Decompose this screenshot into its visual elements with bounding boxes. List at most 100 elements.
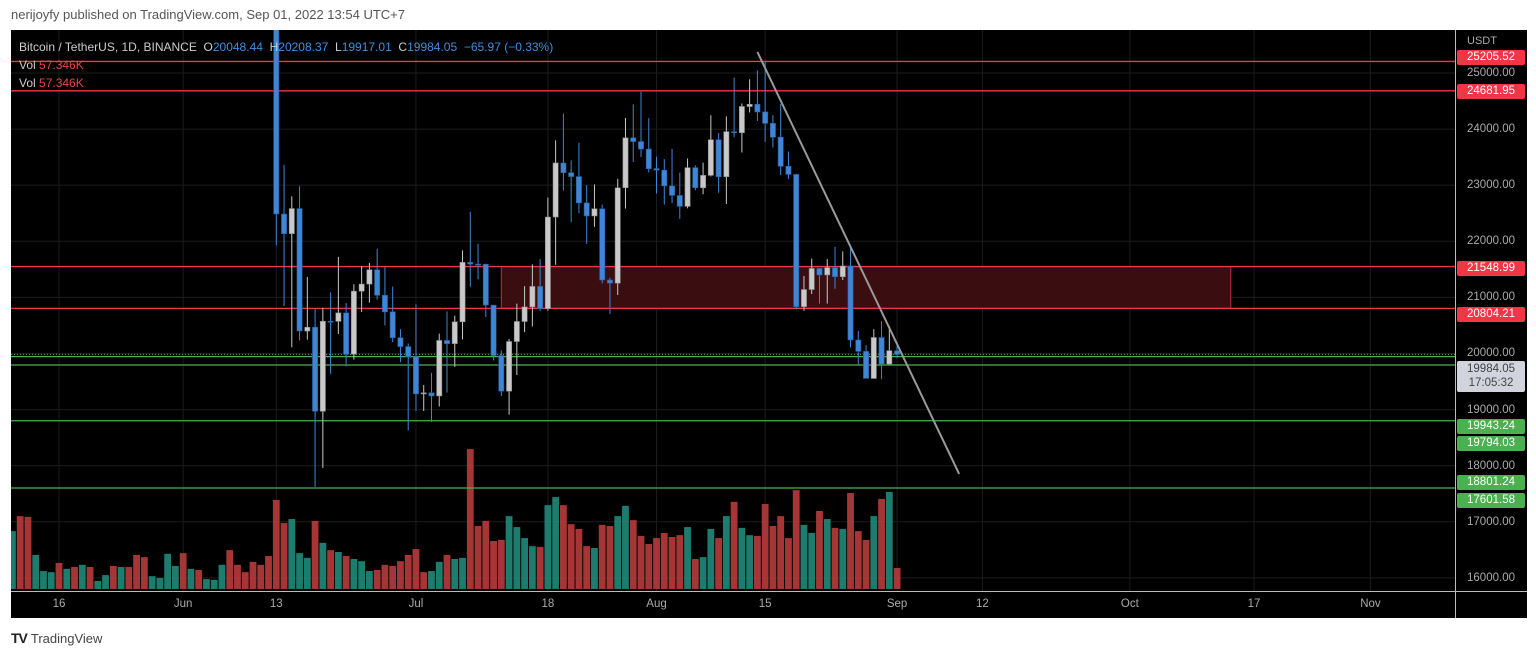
- volume-bar: [210, 579, 218, 589]
- candle-body: [878, 337, 885, 365]
- candle-body: [304, 326, 311, 332]
- time-tick-label: Jul: [408, 598, 424, 610]
- candle-body: [459, 262, 466, 323]
- volume-bar: [389, 565, 397, 589]
- level-label: 20804.21: [1457, 307, 1525, 322]
- price-chart[interactable]: [11, 30, 1527, 618]
- volume-bar: [668, 536, 676, 589]
- volume-bar: [528, 546, 536, 589]
- volume-bar: [109, 565, 117, 589]
- trend-line: [756, 51, 961, 475]
- level-label: 24681.95: [1457, 84, 1525, 99]
- candle-body: [770, 123, 776, 138]
- volume-bar: [397, 561, 404, 589]
- volume-bar: [746, 535, 754, 589]
- candle-body: [420, 392, 427, 395]
- volume-bar: [823, 519, 831, 589]
- candle-body: [382, 294, 388, 313]
- time-tick-label: 16: [52, 598, 66, 610]
- candle-body: [824, 267, 831, 276]
- change-value: −65.97 (−0.33%): [463, 40, 554, 54]
- candle-body: [358, 283, 365, 292]
- volume-bar: [761, 504, 769, 589]
- volume-legend-row[interactable]: Vol 57.346K: [19, 56, 553, 74]
- candle-body: [312, 326, 318, 412]
- volume-bar: [730, 501, 738, 589]
- volume-bar: [482, 520, 490, 589]
- volume-bar: [249, 561, 257, 589]
- volume-bar: [55, 562, 63, 589]
- volume-bar: [350, 558, 358, 589]
- time-tick-label: 18: [541, 598, 555, 610]
- candle-body: [731, 131, 738, 134]
- candle-body: [568, 172, 575, 177]
- low-value: 19917.01: [341, 40, 392, 54]
- chart-frame[interactable]: Bitcoin / TetherUS, 1D, BINANCE O20048.4…: [11, 30, 1527, 618]
- candle-body: [506, 341, 512, 392]
- volume-legend-row-2[interactable]: Vol 57.346K: [19, 74, 553, 92]
- resistance-zone: [500, 266, 1232, 309]
- volume-bar: [544, 505, 552, 589]
- volume-bar: [645, 543, 653, 589]
- volume-bar: [769, 525, 777, 589]
- volume-bar: [490, 541, 497, 589]
- candle-body: [801, 289, 807, 307]
- volume-bar: [78, 564, 86, 589]
- volume-bar: [676, 535, 684, 589]
- time-tick-label: 15: [758, 598, 772, 610]
- volume-bar: [443, 554, 451, 589]
- price-tick-label: 25000.00: [1467, 66, 1515, 79]
- candle-body: [762, 111, 769, 124]
- candle-body: [886, 350, 893, 365]
- volume-bar: [715, 538, 722, 589]
- volume-bar: [218, 564, 226, 589]
- candle-body: [661, 169, 668, 187]
- chart-legend: Bitcoin / TetherUS, 1D, BINANCE O20048.4…: [19, 38, 553, 92]
- tradingview-logo[interactable]: TV TradingView: [11, 630, 102, 646]
- volume-bar: [754, 535, 761, 589]
- volume-bar: [451, 558, 459, 589]
- candle-body: [327, 320, 334, 323]
- candle-body: [389, 311, 396, 339]
- candle-body: [738, 106, 745, 134]
- volume-bar: [86, 567, 94, 589]
- volume-bar: [839, 528, 847, 589]
- level-label: 25205.52: [1457, 50, 1525, 65]
- brand-name: TradingView: [30, 630, 103, 646]
- volume-bar: [552, 497, 560, 589]
- volume-bar: [521, 538, 528, 589]
- candle-body: [281, 213, 287, 234]
- volume-bar: [598, 524, 606, 589]
- volume-bar: [653, 538, 660, 589]
- volume-bar: [583, 546, 591, 589]
- volume-label: Vol: [19, 58, 36, 72]
- volume-bar: [629, 520, 637, 589]
- candle-body: [700, 175, 706, 189]
- volume-bar: [847, 493, 854, 589]
- price-tick-label: 23000.00: [1467, 179, 1515, 192]
- volume-bar: [614, 516, 622, 589]
- candle-body: [754, 103, 761, 113]
- price-tick-label: 21000.00: [1467, 291, 1515, 304]
- time-tick-label: Aug: [646, 598, 667, 610]
- price-tick-label: 19000.00: [1467, 403, 1515, 416]
- volume-value: 57.346K: [39, 58, 84, 72]
- volume-bar: [303, 557, 311, 589]
- candle-body: [413, 356, 419, 395]
- volume-bar: [63, 568, 71, 589]
- publisher-caption: nerijoyfy published on TradingView.com, …: [11, 7, 405, 22]
- volume-bar: [373, 569, 381, 589]
- candle-body: [816, 268, 823, 276]
- currency-label[interactable]: USDT: [1467, 35, 1497, 47]
- symbol-title[interactable]: Bitcoin / TetherUS, 1D, BINANCE: [19, 40, 197, 54]
- volume-bar: [234, 564, 241, 589]
- candle-body: [723, 131, 730, 178]
- volume-bar: [854, 531, 862, 589]
- price-tick-label: 17000.00: [1467, 515, 1515, 528]
- high-label: H: [269, 40, 279, 54]
- time-tick-label: Nov: [1360, 598, 1381, 610]
- volume-bar: [296, 553, 303, 589]
- candle-body: [498, 355, 505, 392]
- time-tick-label: Jun: [173, 598, 193, 610]
- volume-bar: [567, 524, 575, 589]
